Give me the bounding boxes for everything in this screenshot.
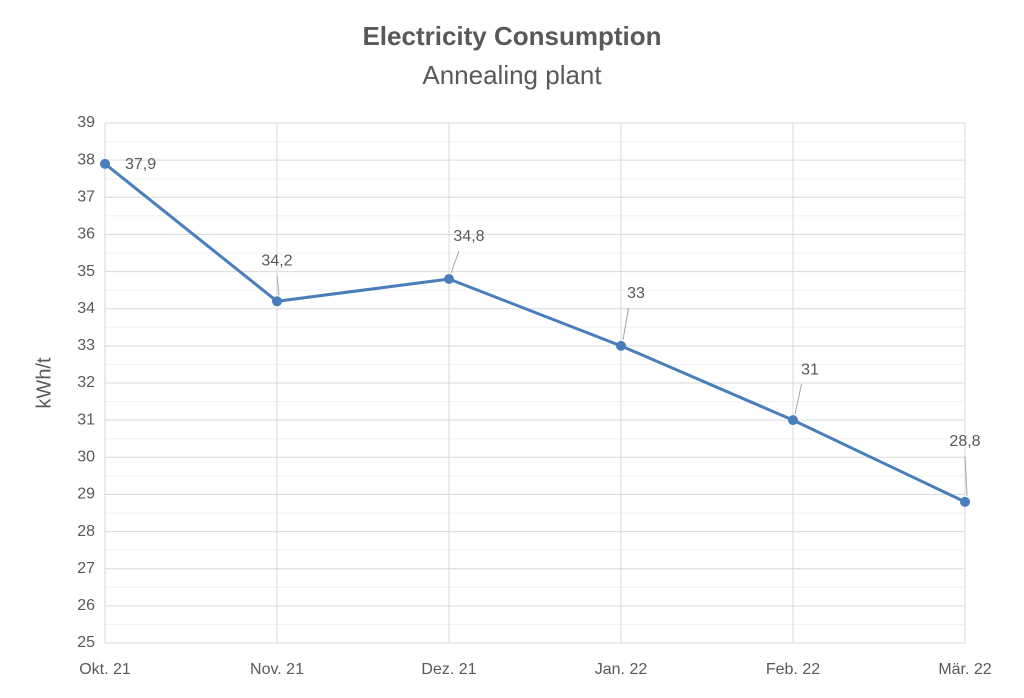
leader-line xyxy=(276,275,280,296)
y-axis-label: kWh/t xyxy=(33,357,55,409)
data-label: 31 xyxy=(801,361,819,378)
y-tick-label: 32 xyxy=(77,374,95,391)
data-label: 34,8 xyxy=(453,228,484,245)
chart-title: Electricity Consumption xyxy=(362,21,661,51)
x-tick-label: Mär. 22 xyxy=(938,661,991,678)
leader-line xyxy=(964,455,968,496)
y-tick-label: 37 xyxy=(77,189,95,206)
y-tick-label: 29 xyxy=(77,486,95,503)
x-tick-label: Okt. 21 xyxy=(79,661,131,678)
leader-line xyxy=(450,250,460,274)
y-tick-label: 39 xyxy=(77,114,95,131)
leader-line xyxy=(794,384,802,415)
leader-line xyxy=(622,307,629,340)
x-tick-label: Feb. 22 xyxy=(766,661,820,678)
chart-subtitle: Annealing plant xyxy=(422,60,602,90)
data-label: 37,9 xyxy=(125,156,156,173)
point xyxy=(960,496,970,507)
y-tick-label: 31 xyxy=(77,411,95,428)
y-tick-label: 28 xyxy=(77,523,95,540)
point xyxy=(444,274,454,284)
y-tick-label: 35 xyxy=(77,263,95,280)
y-tick-label: 25 xyxy=(77,634,95,651)
point xyxy=(272,296,282,307)
y-tick-label: 33 xyxy=(77,337,95,354)
y-tick-label: 30 xyxy=(77,449,95,466)
data-label: 34,2 xyxy=(261,253,292,270)
y-tick-label: 34 xyxy=(77,300,95,317)
data-label: 33 xyxy=(627,285,645,302)
data-label: 28,8 xyxy=(949,433,980,450)
y-tick-label: 36 xyxy=(77,226,95,243)
y-tick-label: 26 xyxy=(77,597,95,614)
line xyxy=(104,162,966,504)
x-tick-label: Jan. 22 xyxy=(595,661,648,678)
y-tick-label: 38 xyxy=(77,151,95,168)
x-tick-label: Dez. 21 xyxy=(421,661,476,678)
point xyxy=(616,340,626,351)
point xyxy=(100,158,110,169)
x-tick-label: Nov. 21 xyxy=(250,661,304,678)
y-tick-label: 27 xyxy=(77,560,95,577)
point xyxy=(788,415,798,426)
